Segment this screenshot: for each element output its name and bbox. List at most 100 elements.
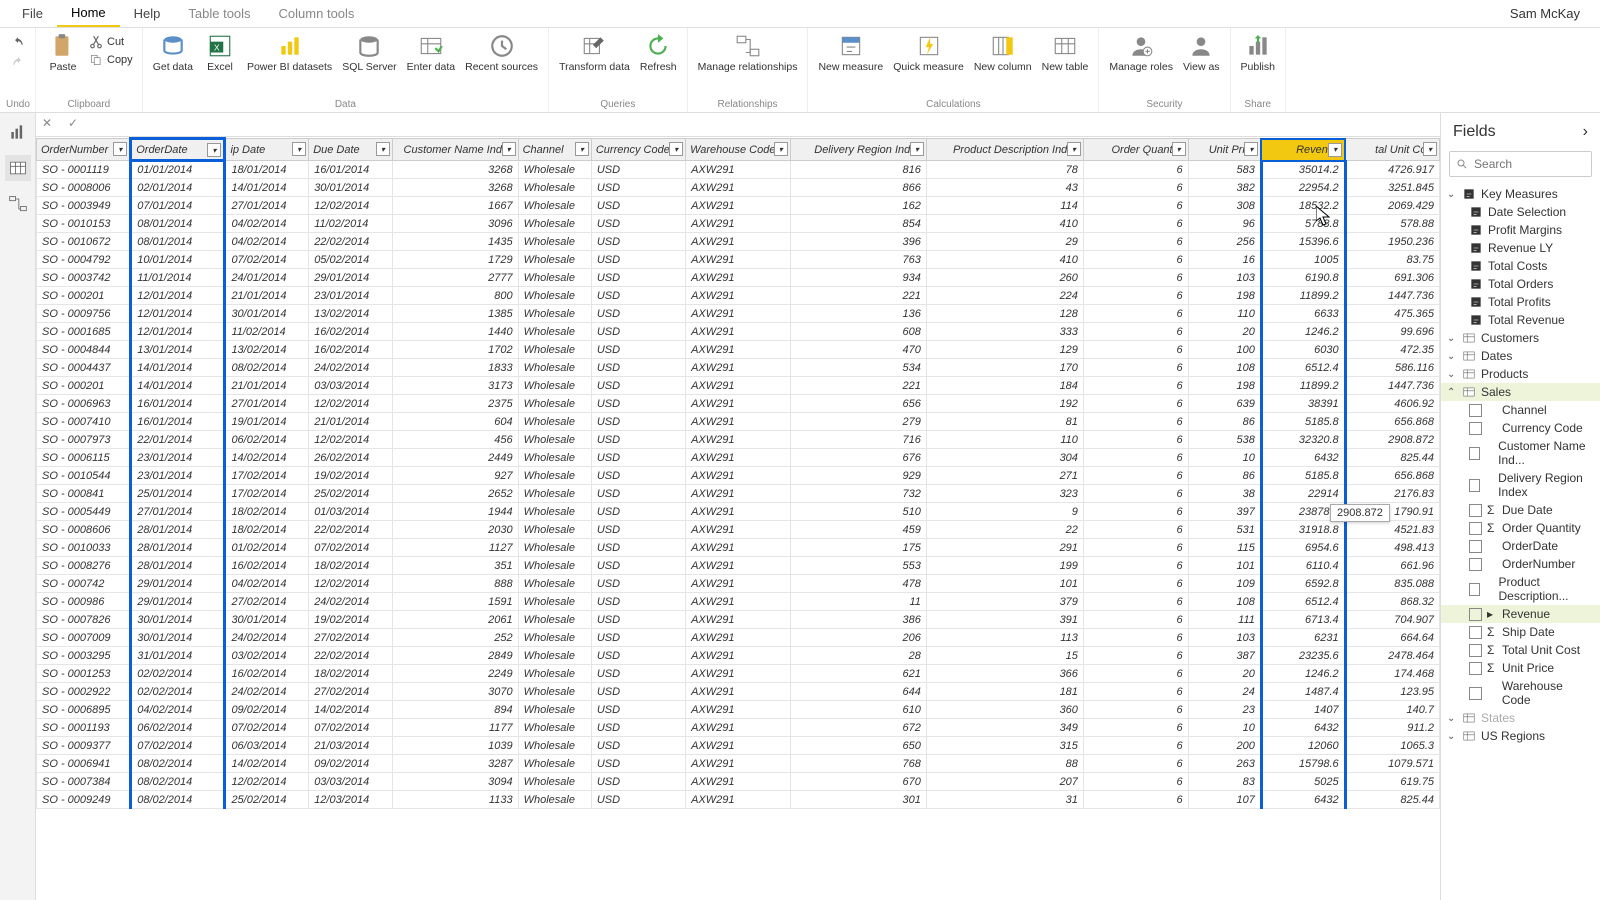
cell[interactable]: 27/02/2014 bbox=[309, 629, 393, 647]
refresh-button[interactable]: Refresh bbox=[636, 30, 681, 99]
cell[interactable]: 6 bbox=[1083, 737, 1188, 755]
cell[interactable]: 691.306 bbox=[1345, 269, 1439, 287]
table-row[interactable]: SO - 000696316/01/201427/01/201412/02/20… bbox=[37, 395, 1440, 413]
table-row[interactable]: SO - 000443714/01/201408/02/201424/02/20… bbox=[37, 359, 1440, 377]
cell[interactable]: 6 bbox=[1083, 269, 1188, 287]
fields-search-input[interactable] bbox=[1474, 157, 1585, 171]
cell[interactable]: 5185.8 bbox=[1261, 467, 1345, 485]
cell[interactable]: 6 bbox=[1083, 755, 1188, 773]
table-row[interactable]: SO - 000741016/01/201419/01/201421/01/20… bbox=[37, 413, 1440, 431]
cell[interactable]: 6 bbox=[1083, 791, 1188, 809]
cell[interactable]: 5025 bbox=[1261, 773, 1345, 791]
cell[interactable]: Wholesale bbox=[518, 521, 591, 539]
cell[interactable]: USD bbox=[591, 557, 685, 575]
cell[interactable]: 3173 bbox=[392, 377, 518, 395]
cell[interactable]: 927 bbox=[392, 467, 518, 485]
cell[interactable]: SO - 000742 bbox=[37, 575, 131, 593]
cell[interactable]: 06/02/2014 bbox=[131, 719, 225, 737]
cell[interactable]: 6432 bbox=[1261, 719, 1345, 737]
column-header[interactable]: Channel▾ bbox=[518, 139, 591, 161]
cell[interactable]: Wholesale bbox=[518, 593, 591, 611]
cell[interactable]: 763 bbox=[790, 251, 926, 269]
cell[interactable]: Wholesale bbox=[518, 449, 591, 467]
menu-help[interactable]: Help bbox=[120, 1, 175, 26]
cell[interactable]: 10 bbox=[1188, 719, 1261, 737]
cell[interactable]: 586.116 bbox=[1345, 359, 1439, 377]
cell[interactable]: AXW291 bbox=[686, 647, 791, 665]
cell[interactable]: 472.35 bbox=[1345, 341, 1439, 359]
cell[interactable]: 6190.8 bbox=[1261, 269, 1345, 287]
cell[interactable]: 10 bbox=[1188, 449, 1261, 467]
cell[interactable]: 4521.83 bbox=[1345, 521, 1439, 539]
cell[interactable]: AXW291 bbox=[686, 593, 791, 611]
cell[interactable]: 19/02/2014 bbox=[309, 467, 393, 485]
cell[interactable]: SO - 0006963 bbox=[37, 395, 131, 413]
cell[interactable]: 25/02/2014 bbox=[309, 485, 393, 503]
cell[interactable]: 23/01/2014 bbox=[131, 467, 225, 485]
cancel-formula-icon[interactable]: ✕ bbox=[42, 116, 60, 134]
recent-sources-button[interactable]: Recent sources bbox=[461, 30, 542, 99]
cell[interactable]: 13/02/2014 bbox=[225, 341, 309, 359]
cell[interactable]: USD bbox=[591, 593, 685, 611]
cell[interactable]: AXW291 bbox=[686, 197, 791, 215]
table-row[interactable]: SO - 000292202/02/201424/02/201427/02/20… bbox=[37, 683, 1440, 701]
cell[interactable]: 32320.8 bbox=[1261, 431, 1345, 449]
cell[interactable]: 21/01/2014 bbox=[309, 413, 393, 431]
cell[interactable]: 103 bbox=[1188, 629, 1261, 647]
fields-table-node[interactable]: ⌄Dates bbox=[1441, 347, 1600, 365]
cell[interactable]: 6 bbox=[1083, 323, 1188, 341]
cell[interactable]: 04/02/2014 bbox=[225, 575, 309, 593]
cell[interactable]: Wholesale bbox=[518, 233, 591, 251]
cell[interactable]: Wholesale bbox=[518, 611, 591, 629]
cell[interactable]: Wholesale bbox=[518, 269, 591, 287]
cell[interactable]: 174.468 bbox=[1345, 665, 1439, 683]
cell[interactable]: 11/01/2014 bbox=[131, 269, 225, 287]
cell[interactable]: 14/01/2014 bbox=[131, 377, 225, 395]
cell[interactable]: 02/01/2014 bbox=[131, 179, 225, 197]
field-checkbox[interactable] bbox=[1469, 422, 1482, 435]
cell[interactable]: 16/02/2014 bbox=[309, 341, 393, 359]
fields-field-node[interactable]: Revenue LY bbox=[1441, 239, 1600, 257]
cell[interactable]: 2030 bbox=[392, 521, 518, 539]
table-row[interactable]: SO - 000937707/02/201406/03/201421/03/20… bbox=[37, 737, 1440, 755]
table-row[interactable]: SO - 000394907/01/201427/01/201412/02/20… bbox=[37, 197, 1440, 215]
cell[interactable]: 2069.429 bbox=[1345, 197, 1439, 215]
table-row[interactable]: SO - 000738408/02/201412/02/201403/03/20… bbox=[37, 773, 1440, 791]
cell[interactable]: 01/01/2014 bbox=[131, 161, 225, 179]
cell[interactable]: 123.95 bbox=[1345, 683, 1439, 701]
cell[interactable]: 768 bbox=[790, 755, 926, 773]
cell[interactable]: Wholesale bbox=[518, 755, 591, 773]
cell[interactable]: 16/01/2014 bbox=[131, 395, 225, 413]
cell[interactable]: 825.44 bbox=[1345, 791, 1439, 809]
cell[interactable]: 22 bbox=[926, 521, 1083, 539]
cell[interactable]: Wholesale bbox=[518, 359, 591, 377]
cell[interactable]: 6231 bbox=[1261, 629, 1345, 647]
cell[interactable]: SO - 0007384 bbox=[37, 773, 131, 791]
cell[interactable]: 08/01/2014 bbox=[131, 233, 225, 251]
cell[interactable]: SO - 0004792 bbox=[37, 251, 131, 269]
cell[interactable]: 07/02/2014 bbox=[309, 719, 393, 737]
cell[interactable]: Wholesale bbox=[518, 773, 591, 791]
cell[interactable]: USD bbox=[591, 359, 685, 377]
cell[interactable]: USD bbox=[591, 305, 685, 323]
filter-dropdown-icon[interactable]: ▾ bbox=[575, 142, 589, 156]
cell[interactable]: 04/02/2014 bbox=[131, 701, 225, 719]
cell[interactable]: 304 bbox=[926, 449, 1083, 467]
cell[interactable]: 114 bbox=[926, 197, 1083, 215]
cell[interactable]: 6 bbox=[1083, 593, 1188, 611]
table-row[interactable]: SO - 000611523/01/201414/02/201426/02/20… bbox=[37, 449, 1440, 467]
cell[interactable]: Wholesale bbox=[518, 341, 591, 359]
fields-field-node[interactable]: Total Orders bbox=[1441, 275, 1600, 293]
cell[interactable]: 13/02/2014 bbox=[309, 305, 393, 323]
filter-dropdown-icon[interactable]: ▾ bbox=[1328, 143, 1342, 157]
cell[interactable]: 17/02/2014 bbox=[225, 467, 309, 485]
cell[interactable]: 88 bbox=[926, 755, 1083, 773]
menu-file[interactable]: File bbox=[8, 1, 57, 26]
cell[interactable]: 101 bbox=[1188, 557, 1261, 575]
cell[interactable]: 672 bbox=[790, 719, 926, 737]
cell[interactable]: Wholesale bbox=[518, 485, 591, 503]
cell[interactable]: 12/02/2014 bbox=[309, 395, 393, 413]
new-measure-button[interactable]: New measure bbox=[814, 30, 887, 99]
cell[interactable]: 08/02/2014 bbox=[131, 773, 225, 791]
fields-table-node[interactable]: ⌄States bbox=[1441, 709, 1600, 727]
